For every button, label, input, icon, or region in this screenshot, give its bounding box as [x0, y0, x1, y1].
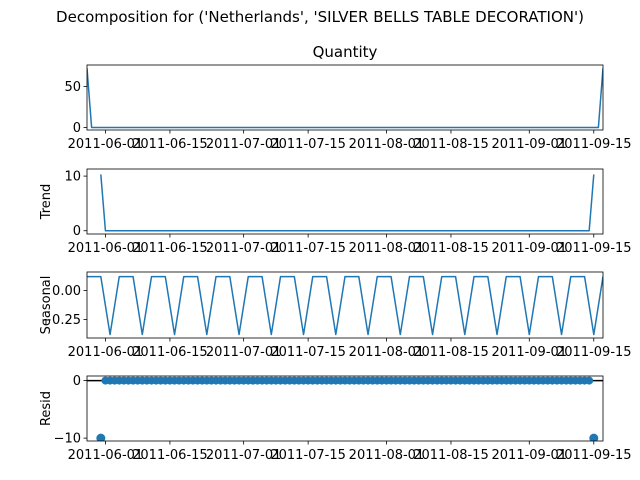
resid-point — [96, 433, 106, 441]
x-tick-label: 2011-07-15 — [270, 345, 346, 360]
x-tick-label: 2011-07-01 — [206, 137, 282, 152]
x-tick-label: 2011-07-01 — [206, 241, 282, 256]
y-axis-label: Seasonal — [39, 276, 54, 335]
x-tick-label: 2011-07-01 — [206, 448, 282, 463]
panel-plot-area — [87, 68, 603, 129]
x-tick-label: 2011-06-15 — [132, 345, 208, 360]
series-line-observed — [87, 68, 603, 129]
y-tick-label: −0.25 — [41, 313, 81, 328]
panels-group: 0502011-06-012011-06-152011-07-012011-07… — [39, 43, 632, 463]
panel-frame — [86, 168, 604, 235]
x-tick-label: 2011-09-01 — [492, 137, 568, 152]
series-line-trend — [100, 174, 595, 232]
panel-plot-area — [87, 376, 603, 441]
y-tick-label: 50 — [64, 80, 81, 95]
x-tick-label: 2011-08-01 — [349, 448, 425, 463]
x-tick-label: 2011-09-01 — [492, 448, 568, 463]
x-tick-label: 2011-08-01 — [349, 241, 425, 256]
x-tick-label: 2011-09-15 — [556, 448, 632, 463]
series-line-seasonal — [87, 275, 603, 336]
y-tick-label: 0.00 — [52, 284, 81, 299]
x-tick-label: 2011-06-01 — [68, 241, 144, 256]
y-axis-label: Trend — [39, 184, 54, 221]
panel-seasonal: −0.250.002011-06-012011-06-152011-07-012… — [39, 271, 632, 360]
y-tick-label: 0 — [73, 224, 81, 239]
figure-suptitle: Decomposition for ('Netherlands', 'SILVE… — [56, 8, 584, 26]
x-tick-label: 2011-07-15 — [270, 448, 346, 463]
panel-trend: 0 10 2011-06-012011-06-152011-07-012011-07… — [39, 168, 632, 256]
x-tick-label: 2011-08-15 — [413, 448, 489, 463]
x-tick-label: 2011-09-01 — [492, 345, 568, 360]
x-tick-label: 2011-08-15 — [413, 345, 489, 360]
resid-point — [585, 376, 594, 385]
y-tick-label: 10 — [64, 170, 81, 185]
x-tick-label: 2011-07-15 — [270, 241, 346, 256]
x-tick-label: 2011-06-15 — [132, 241, 208, 256]
panel-observed: 0 50 2011-06-012011-06-152011-07-012011-07… — [64, 43, 631, 152]
panel-frame — [86, 64, 604, 131]
y-tick-label: 0 — [73, 374, 81, 389]
x-tick-label: 2011-07-01 — [206, 345, 282, 360]
x-tick-label: 2011-08-15 — [413, 241, 489, 256]
resid-point — [589, 433, 599, 441]
x-tick-label: 2011-09-15 — [556, 137, 632, 152]
y-tick-label: −10 — [54, 432, 81, 447]
x-tick-label: 2011-06-01 — [68, 345, 144, 360]
x-tick-label: 2011-06-01 — [68, 448, 144, 463]
panel-frame — [86, 271, 604, 339]
panel-plot-area — [87, 275, 603, 336]
x-tick-label: 2011-08-15 — [413, 137, 489, 152]
panel-resid: −1002011-06-012011-06-152011-07-012011-0… — [39, 374, 632, 463]
x-tick-label: 2011-08-01 — [349, 137, 425, 152]
x-tick-label: 2011-08-01 — [349, 345, 425, 360]
x-tick-label: 2011-06-15 — [132, 137, 208, 152]
panel-title: Quantity — [313, 43, 378, 61]
x-tick-label: 2011-07-15 — [270, 137, 346, 152]
panel-frame — [86, 375, 604, 442]
y-axis-label: Resid — [39, 391, 54, 426]
x-tick-label: 2011-06-15 — [132, 448, 208, 463]
panel-plot-area — [100, 174, 595, 232]
y-tick-label: 0 — [73, 121, 81, 136]
x-tick-label: 2011-09-15 — [556, 345, 632, 360]
x-tick-label: 2011-09-15 — [556, 241, 632, 256]
x-tick-label: 2011-06-01 — [68, 137, 144, 152]
x-tick-label: 2011-09-01 — [492, 241, 568, 256]
